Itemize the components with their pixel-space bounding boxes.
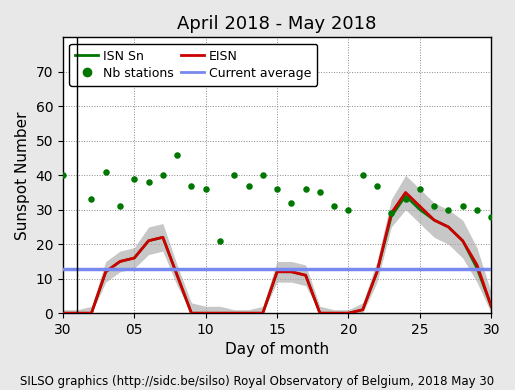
Point: [59, 172, 67, 178]
Title: April 2018 - May 2018: April 2018 - May 2018: [177, 15, 377, 33]
Point: [430, 203, 438, 209]
Point: [444, 207, 453, 213]
Legend: ISN Sn, Nb stations, EISN, Current average: ISN Sn, Nb stations, EISN, Current avera…: [69, 44, 317, 86]
Point: [373, 183, 381, 189]
Point: [316, 190, 324, 196]
Point: [259, 172, 267, 178]
Point: [358, 172, 367, 178]
Point: [487, 213, 495, 220]
Point: [101, 169, 110, 175]
X-axis label: Day of month: Day of month: [225, 342, 329, 358]
Point: [301, 186, 310, 192]
Point: [416, 186, 424, 192]
Point: [230, 172, 238, 178]
Point: [402, 196, 410, 202]
Point: [387, 210, 396, 216]
Point: [345, 207, 353, 213]
Point: [201, 186, 210, 192]
Point: [187, 183, 196, 189]
Point: [458, 203, 467, 209]
Y-axis label: Sunspot Number: Sunspot Number: [15, 111, 30, 239]
Point: [245, 183, 253, 189]
Point: [216, 238, 224, 244]
Point: [116, 203, 124, 209]
Text: SILSO graphics (http://sidc.be/silso) Royal Observatory of Belgium, 2018 May 30: SILSO graphics (http://sidc.be/silso) Ro…: [21, 375, 494, 388]
Point: [330, 203, 338, 209]
Point: [273, 186, 281, 192]
Point: [88, 196, 96, 202]
Point: [473, 207, 481, 213]
Point: [173, 151, 181, 158]
Point: [144, 179, 152, 185]
Point: [287, 200, 296, 206]
Point: [159, 172, 167, 178]
Point: [130, 176, 139, 182]
